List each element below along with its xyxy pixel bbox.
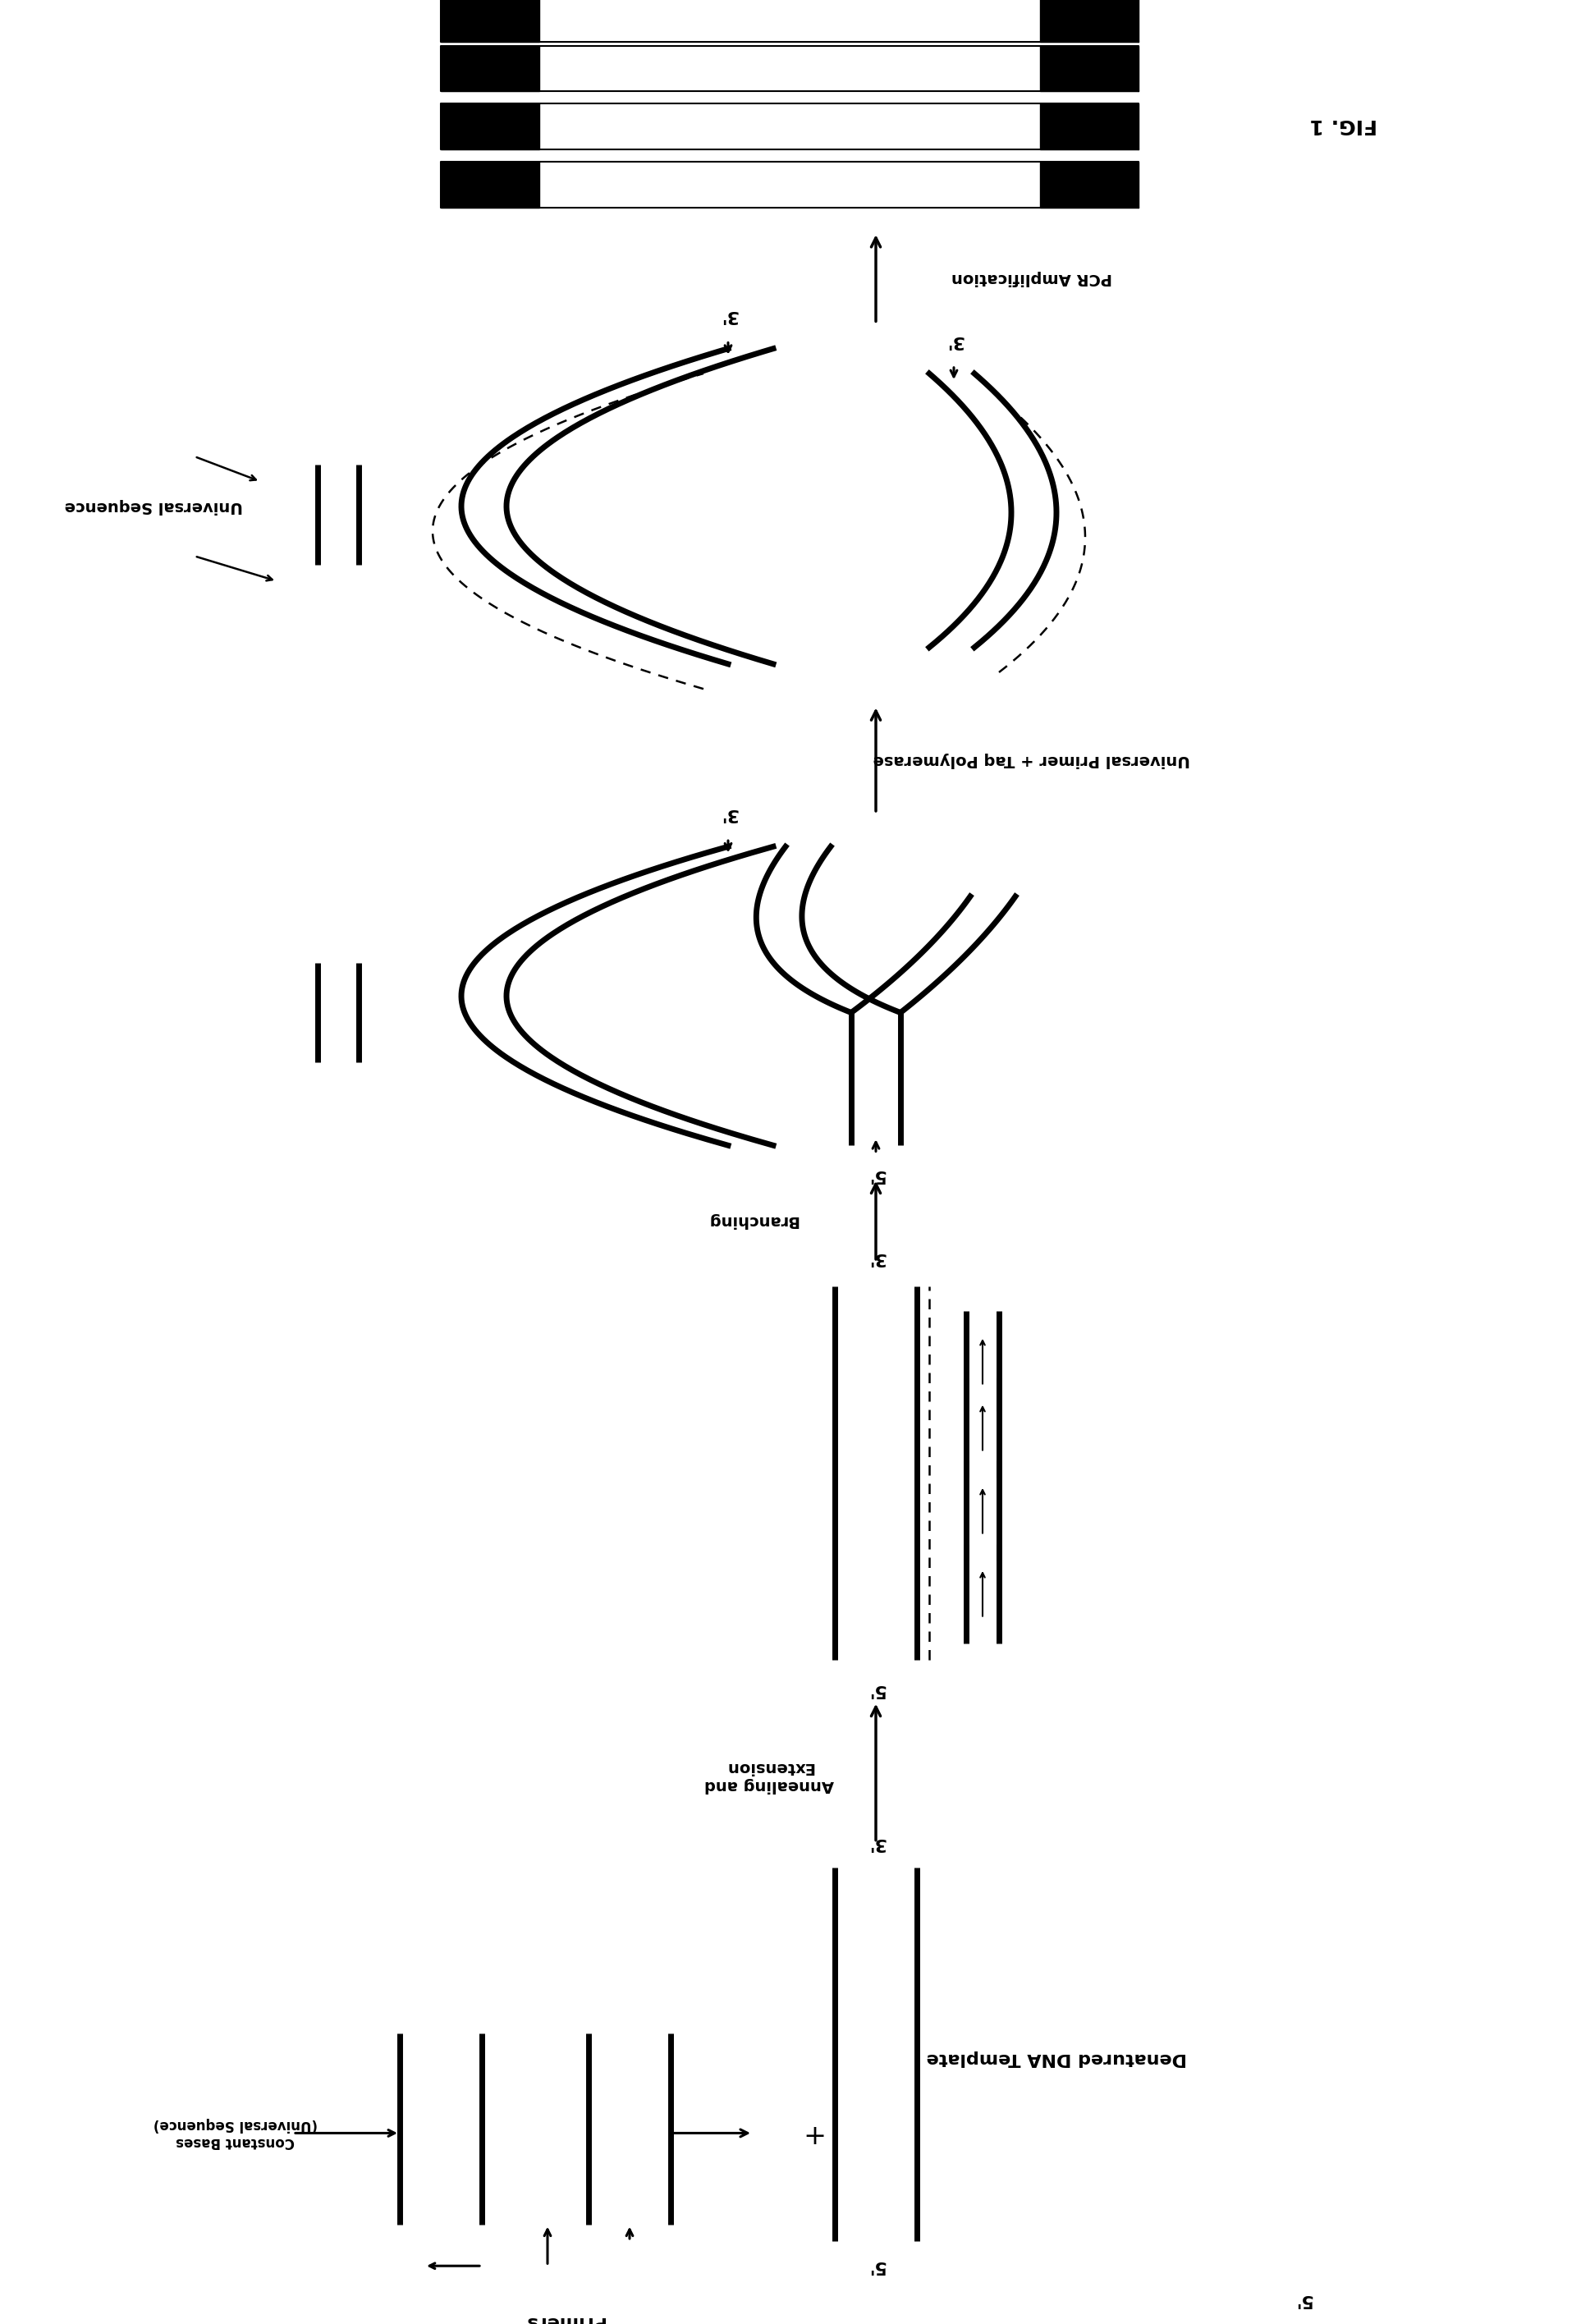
Polygon shape (440, 105, 539, 149)
Text: Branching: Branching (708, 1213, 798, 1227)
Text: 3': 3' (867, 1250, 886, 1267)
Text: 5': 5' (1294, 2291, 1312, 2308)
Text: Self-Inert
Degenerate
Primers: Self-Inert Degenerate Primers (504, 2312, 625, 2324)
Text: PCR Amplification: PCR Amplification (951, 270, 1113, 286)
Text: FIG. 1: FIG. 1 (1310, 114, 1377, 135)
Polygon shape (440, 163, 539, 207)
Polygon shape (440, 0, 1138, 42)
Text: Annealing and
Extension: Annealing and Extension (704, 1759, 835, 1794)
Text: 5': 5' (867, 1680, 886, 1697)
Text: 5': 5' (867, 1167, 886, 1183)
Text: 3': 3' (719, 804, 738, 823)
Text: 3': 3' (719, 307, 738, 323)
Text: +: + (798, 2119, 822, 2147)
Text: 3': 3' (867, 1834, 886, 1850)
Polygon shape (1040, 105, 1138, 149)
Polygon shape (1040, 163, 1138, 207)
Polygon shape (440, 0, 539, 42)
Polygon shape (440, 46, 1138, 91)
Polygon shape (1040, 46, 1138, 91)
Polygon shape (440, 163, 1138, 207)
Polygon shape (1040, 0, 1138, 42)
Text: Denatured DNA Template: Denatured DNA Template (927, 2050, 1186, 2066)
Text: Constant Bases
(Universal Sequence): Constant Bases (Universal Sequence) (154, 2117, 318, 2150)
Text: 5': 5' (867, 2257, 886, 2275)
Text: Universal Primer + Taq Polymerase: Universal Primer + Taq Polymerase (873, 751, 1191, 767)
Text: 3': 3' (944, 332, 964, 349)
Text: Universal Sequence: Universal Sequence (64, 500, 243, 514)
Polygon shape (440, 46, 539, 91)
Polygon shape (440, 105, 1138, 149)
